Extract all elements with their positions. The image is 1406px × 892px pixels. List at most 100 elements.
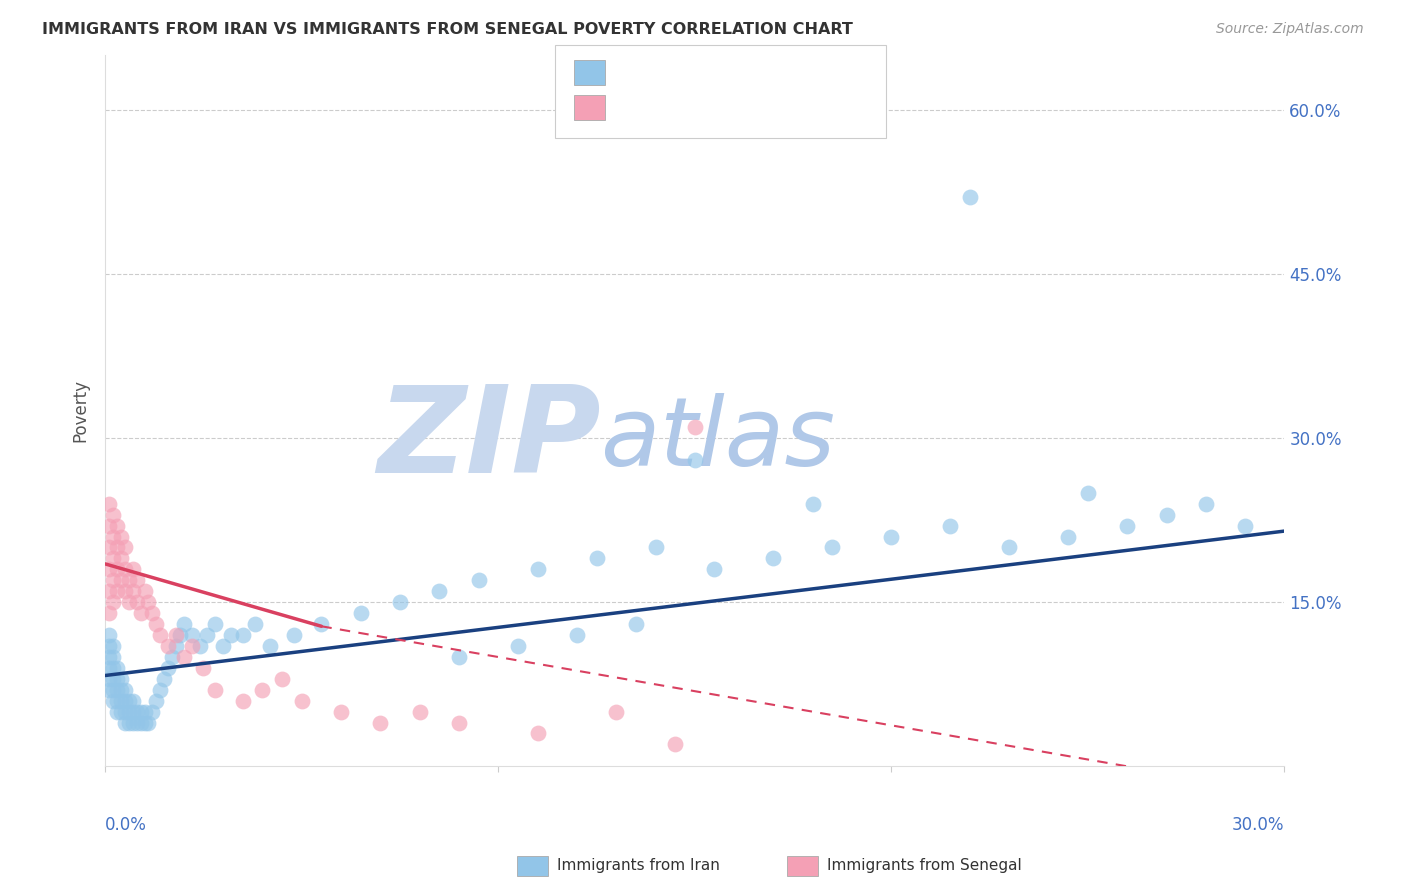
Point	[959, 190, 981, 204]
Point	[165, 628, 187, 642]
Point	[173, 617, 195, 632]
Point	[157, 661, 180, 675]
Point	[98, 606, 121, 620]
Point	[880, 530, 903, 544]
Point	[565, 628, 588, 642]
Point	[110, 574, 132, 588]
Point	[98, 628, 121, 642]
Point	[204, 617, 226, 632]
Point	[101, 639, 124, 653]
Point	[467, 574, 489, 588]
Text: Immigrants from Iran: Immigrants from Iran	[557, 858, 720, 872]
Point	[683, 420, 706, 434]
Point	[129, 705, 152, 719]
Text: atlas: atlas	[600, 392, 835, 485]
Point	[447, 649, 470, 664]
Point	[149, 682, 172, 697]
Point	[408, 705, 430, 719]
Point	[153, 672, 176, 686]
Point	[98, 584, 121, 599]
Point	[252, 682, 274, 697]
Point	[998, 541, 1021, 555]
Point	[121, 694, 143, 708]
Point	[138, 595, 160, 609]
Point	[330, 705, 353, 719]
Point	[145, 617, 167, 632]
Point	[101, 661, 124, 675]
Point	[125, 574, 148, 588]
Point	[193, 661, 215, 675]
Point	[173, 649, 195, 664]
Point	[101, 530, 124, 544]
Point	[506, 639, 529, 653]
Point	[98, 682, 121, 697]
Point	[283, 628, 305, 642]
Point	[101, 508, 124, 522]
Point	[197, 628, 219, 642]
Point	[105, 562, 128, 576]
Point	[605, 705, 627, 719]
Point	[114, 705, 136, 719]
Point	[134, 715, 156, 730]
Point	[129, 715, 152, 730]
Point	[118, 574, 141, 588]
Point	[121, 584, 143, 599]
Point	[114, 562, 136, 576]
Point	[105, 541, 128, 555]
Point	[1077, 485, 1099, 500]
Point	[98, 497, 121, 511]
Point	[105, 705, 128, 719]
Point	[121, 562, 143, 576]
Point	[664, 738, 686, 752]
Point	[188, 639, 211, 653]
Point	[160, 649, 183, 664]
Point	[243, 617, 266, 632]
Point	[271, 672, 294, 686]
Point	[165, 639, 187, 653]
Point	[1116, 518, 1139, 533]
Point	[801, 497, 824, 511]
Point	[98, 639, 121, 653]
Text: Source: ZipAtlas.com: Source: ZipAtlas.com	[1216, 22, 1364, 37]
Point	[105, 661, 128, 675]
Point	[110, 694, 132, 708]
Text: N = 84: N = 84	[759, 64, 817, 78]
Point	[1057, 530, 1080, 544]
Point	[110, 705, 132, 719]
Point	[101, 672, 124, 686]
Point	[624, 617, 647, 632]
Text: 0.0%: 0.0%	[105, 816, 148, 834]
Point	[311, 617, 333, 632]
Point	[114, 541, 136, 555]
Point	[118, 715, 141, 730]
Point	[101, 694, 124, 708]
Point	[259, 639, 281, 653]
Point	[1234, 518, 1257, 533]
Point	[105, 584, 128, 599]
Point	[114, 715, 136, 730]
Point	[121, 715, 143, 730]
Point	[114, 694, 136, 708]
Point	[447, 715, 470, 730]
Point	[125, 705, 148, 719]
Point	[1156, 508, 1178, 522]
Point	[125, 595, 148, 609]
Point	[105, 672, 128, 686]
Point	[232, 694, 254, 708]
Point	[98, 661, 121, 675]
Point	[370, 715, 392, 730]
Point	[1195, 497, 1218, 511]
Point	[141, 606, 163, 620]
Point	[118, 595, 141, 609]
Point	[291, 694, 314, 708]
Point	[212, 639, 235, 653]
Point	[138, 715, 160, 730]
Point	[98, 518, 121, 533]
Point	[180, 628, 202, 642]
Point	[98, 541, 121, 555]
Point	[118, 694, 141, 708]
Point	[585, 551, 607, 566]
Point	[939, 518, 962, 533]
Point	[157, 639, 180, 653]
Point	[105, 518, 128, 533]
